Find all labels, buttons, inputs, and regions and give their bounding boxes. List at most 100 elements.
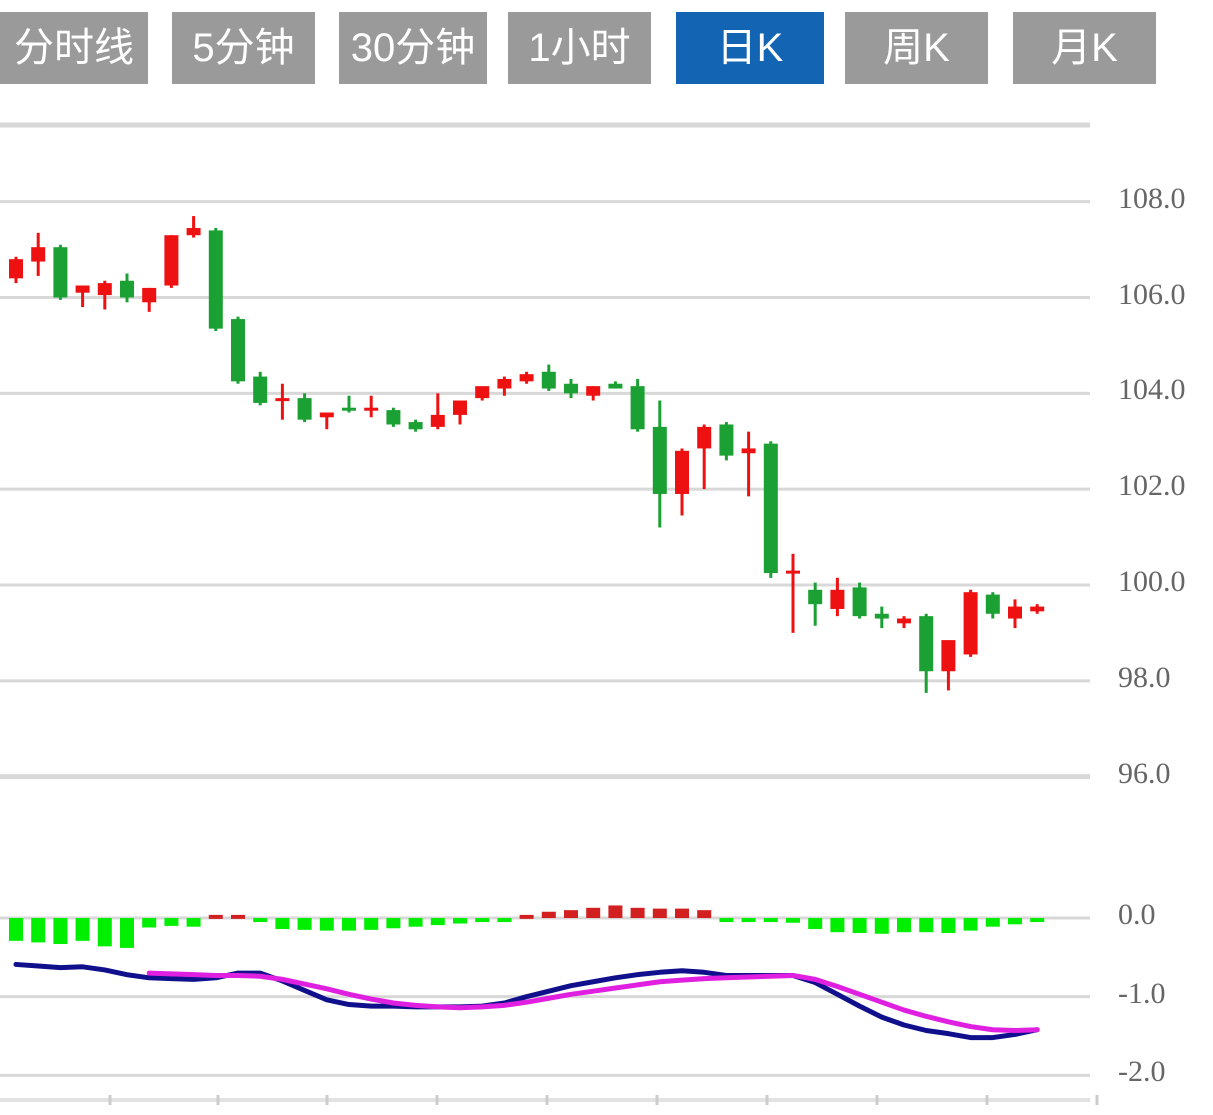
candle-body (253, 376, 268, 403)
candle-35 (786, 553, 800, 633)
candle-body (453, 400, 467, 415)
macd-bar-8 (186, 918, 201, 927)
price-axis-label-3: 102.0 (1118, 469, 1186, 503)
macd-axis-label-2: -2.0 (1118, 1055, 1166, 1089)
candle-body (231, 319, 245, 382)
candle-body (319, 412, 334, 418)
candle-38 (852, 582, 867, 619)
macd-bar-18 (408, 918, 423, 927)
candle-body (697, 426, 712, 449)
period-tab-5[interactable]: 周K (845, 12, 988, 84)
period-tab-4[interactable]: 日K (676, 12, 824, 84)
candle-3 (75, 285, 90, 308)
candle-14 (319, 412, 334, 430)
macd-bar-32 (719, 918, 734, 923)
candle-body (475, 386, 490, 399)
macd-bar-38 (852, 918, 867, 933)
period-tab-label: 日K (716, 26, 784, 70)
macd-bar-20 (453, 918, 467, 924)
candle-27 (608, 381, 623, 389)
macd-bar-45 (1008, 918, 1022, 925)
macd-bar-22 (497, 918, 512, 923)
candle-36 (808, 582, 823, 626)
candle-0 (9, 256, 23, 284)
candle-9 (208, 228, 223, 332)
candle-5 (120, 273, 134, 303)
macd-bar-5 (120, 918, 134, 948)
candle-8 (186, 216, 201, 238)
candle-body (586, 386, 601, 396)
price-axis-label-2: 104.0 (1118, 373, 1186, 407)
period-tab-6[interactable]: 月K (1013, 12, 1156, 84)
candle-21 (475, 386, 490, 401)
candle-body (919, 616, 934, 672)
candle-26 (586, 386, 601, 401)
period-tab-1[interactable]: 5分钟 (172, 12, 315, 84)
macd-bar-28 (630, 907, 645, 919)
macd-bar-0 (9, 918, 23, 941)
macd-bar-26 (586, 907, 601, 919)
candle-18 (408, 419, 423, 432)
candle-body (741, 448, 756, 454)
candle-44 (985, 592, 1000, 619)
macd-axis-label-1: -1.0 (1118, 976, 1166, 1010)
candle-body (408, 422, 423, 430)
period-tab-label: 月K (1051, 26, 1118, 70)
candle-40 (897, 616, 911, 629)
candle-body (430, 414, 445, 427)
period-tab-3[interactable]: 1小时 (508, 12, 651, 84)
macd-bar-16 (364, 918, 379, 930)
period-tab-0[interactable]: 分时线 (0, 12, 148, 84)
candle-body (142, 287, 157, 303)
candle-body (985, 594, 1000, 614)
candle-body (9, 259, 23, 279)
macd-bar-14 (319, 918, 334, 931)
macd-line-dea (146, 970, 1040, 1034)
macd-bar-30 (675, 908, 689, 919)
candle-body (608, 383, 623, 389)
candle-body (874, 613, 889, 619)
candle-37 (830, 577, 845, 617)
candle-45 (1008, 599, 1022, 629)
candle-6 (142, 287, 157, 312)
period-tab-2[interactable]: 30分钟 (339, 12, 487, 84)
candle-body (675, 450, 689, 494)
macd-bar-4 (97, 918, 112, 947)
candle-1 (31, 232, 46, 276)
candle-31 (697, 424, 712, 490)
chart-plot-area[interactable]: 108.0 106.0 104.0 102.0 100.0 98.0 96.0 0.0 -1.0… (0, 95, 1213, 1115)
candle-body (830, 589, 845, 609)
price-axis-label-0: 108.0 (1118, 181, 1186, 215)
candle-46 (1030, 604, 1045, 614)
macd-bar-29 (652, 908, 667, 919)
candle-body (75, 285, 90, 293)
candle-29 (652, 400, 667, 528)
candle-25 (564, 378, 578, 399)
candle-11 (253, 371, 268, 406)
candle-body (519, 374, 534, 382)
candle-17 (386, 407, 401, 427)
candle-body (97, 283, 112, 296)
candle-22 (497, 376, 512, 396)
candle-body (53, 247, 68, 298)
macd-bar-12 (275, 918, 290, 930)
candle-body (342, 407, 356, 411)
macd-bar-34 (763, 918, 778, 923)
macd-bar-40 (897, 918, 911, 933)
candle-16 (364, 395, 379, 418)
candle-19 (430, 393, 445, 430)
macd-bar-3 (75, 918, 90, 941)
macd-bar-6 (142, 918, 157, 928)
price-axis-label-6: 96.0 (1118, 756, 1171, 790)
candle-23 (519, 371, 534, 384)
macd-bar-46 (1030, 918, 1045, 923)
candle-body (297, 398, 312, 420)
period-tab-label: 分时线 (14, 26, 134, 70)
macd-bar-41 (919, 918, 934, 933)
candle-body (808, 589, 823, 605)
macd-bar-43 (963, 918, 978, 931)
macd-bar-1 (31, 918, 46, 943)
macd-line-dif (13, 961, 1040, 1041)
period-tab-label: 5分钟 (192, 26, 295, 70)
candle-24 (541, 364, 556, 391)
